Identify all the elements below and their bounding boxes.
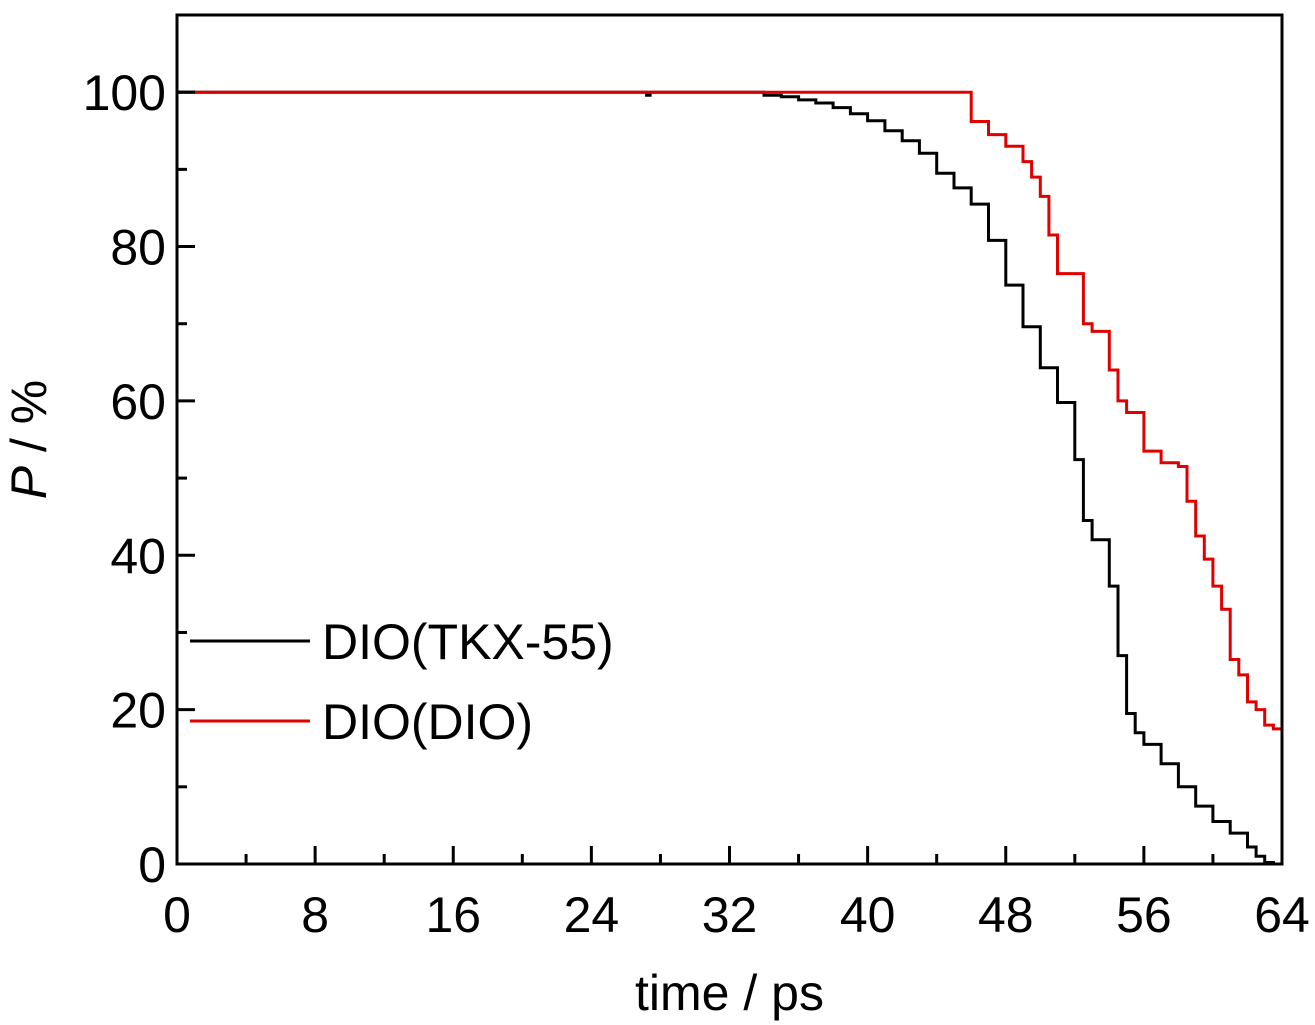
x-tick-label: 32 bbox=[702, 887, 758, 943]
y-axis-title-symbol: P bbox=[1, 465, 57, 499]
y-tick-label: 100 bbox=[83, 65, 166, 121]
x-tick-label: 48 bbox=[978, 887, 1034, 943]
series-line-1 bbox=[177, 90, 1275, 864]
legend: DIO(TKX-55) DIO(DIO) bbox=[190, 614, 614, 750]
x-tick-label: 8 bbox=[301, 887, 329, 943]
y-tick-label: 60 bbox=[110, 374, 166, 430]
legend-label-2: DIO(DIO) bbox=[322, 694, 533, 750]
y-tick-label: 0 bbox=[138, 837, 166, 893]
x-tick-label: 40 bbox=[840, 887, 896, 943]
legend-label-1: DIO(TKX-55) bbox=[322, 614, 614, 670]
labels-layer: 0 8 16 24 32 40 48 56 64 0 20 40 60 80 100 bbox=[83, 65, 1310, 943]
series-line-2 bbox=[177, 90, 1284, 749]
x-tick-label: 0 bbox=[163, 887, 191, 943]
x-tick-label: 56 bbox=[1116, 887, 1172, 943]
ticks-layer bbox=[175, 90, 1284, 866]
series-layer bbox=[177, 90, 1284, 864]
y-tick-label: 20 bbox=[110, 683, 166, 739]
y-tick-label: 80 bbox=[110, 220, 166, 276]
y-axis-title-unit: / % bbox=[1, 380, 57, 466]
x-tick-label: 16 bbox=[425, 887, 481, 943]
y-tick-label: 40 bbox=[110, 528, 166, 584]
x-tick-label: 24 bbox=[564, 887, 620, 943]
x-axis-title: time / ps bbox=[635, 965, 824, 1021]
x-tick-label: 64 bbox=[1254, 887, 1310, 943]
y-axis-title: P / % bbox=[1, 380, 57, 500]
